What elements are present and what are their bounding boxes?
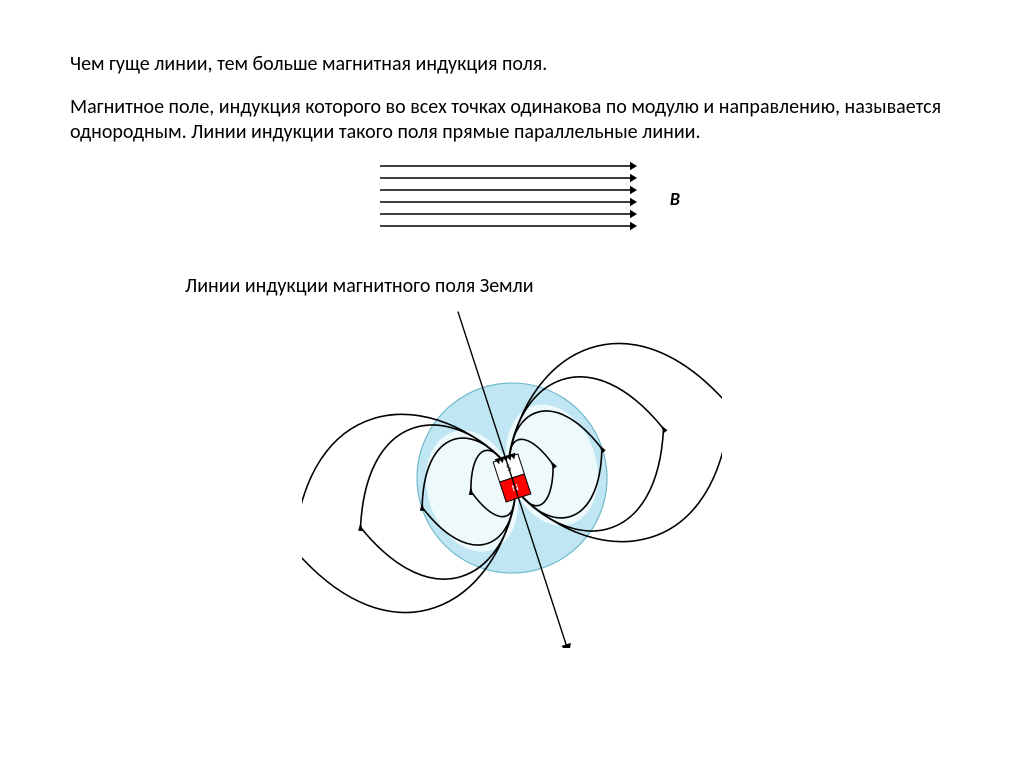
earth-field-figure: SN xyxy=(70,308,954,648)
earth-field-heading: Линии индукции магнитного поля Земли xyxy=(185,274,954,298)
paragraph-2: Магнитное поле, индукция которого во все… xyxy=(70,95,954,145)
uniform-field-figure: B xyxy=(70,157,954,240)
uniform-field-label: B xyxy=(670,188,680,210)
paragraph-1: Чем гуще линии, тем больше магнитная инд… xyxy=(70,52,954,77)
earth-field-svg: SN xyxy=(302,308,722,648)
uniform-field-svg xyxy=(378,157,646,235)
